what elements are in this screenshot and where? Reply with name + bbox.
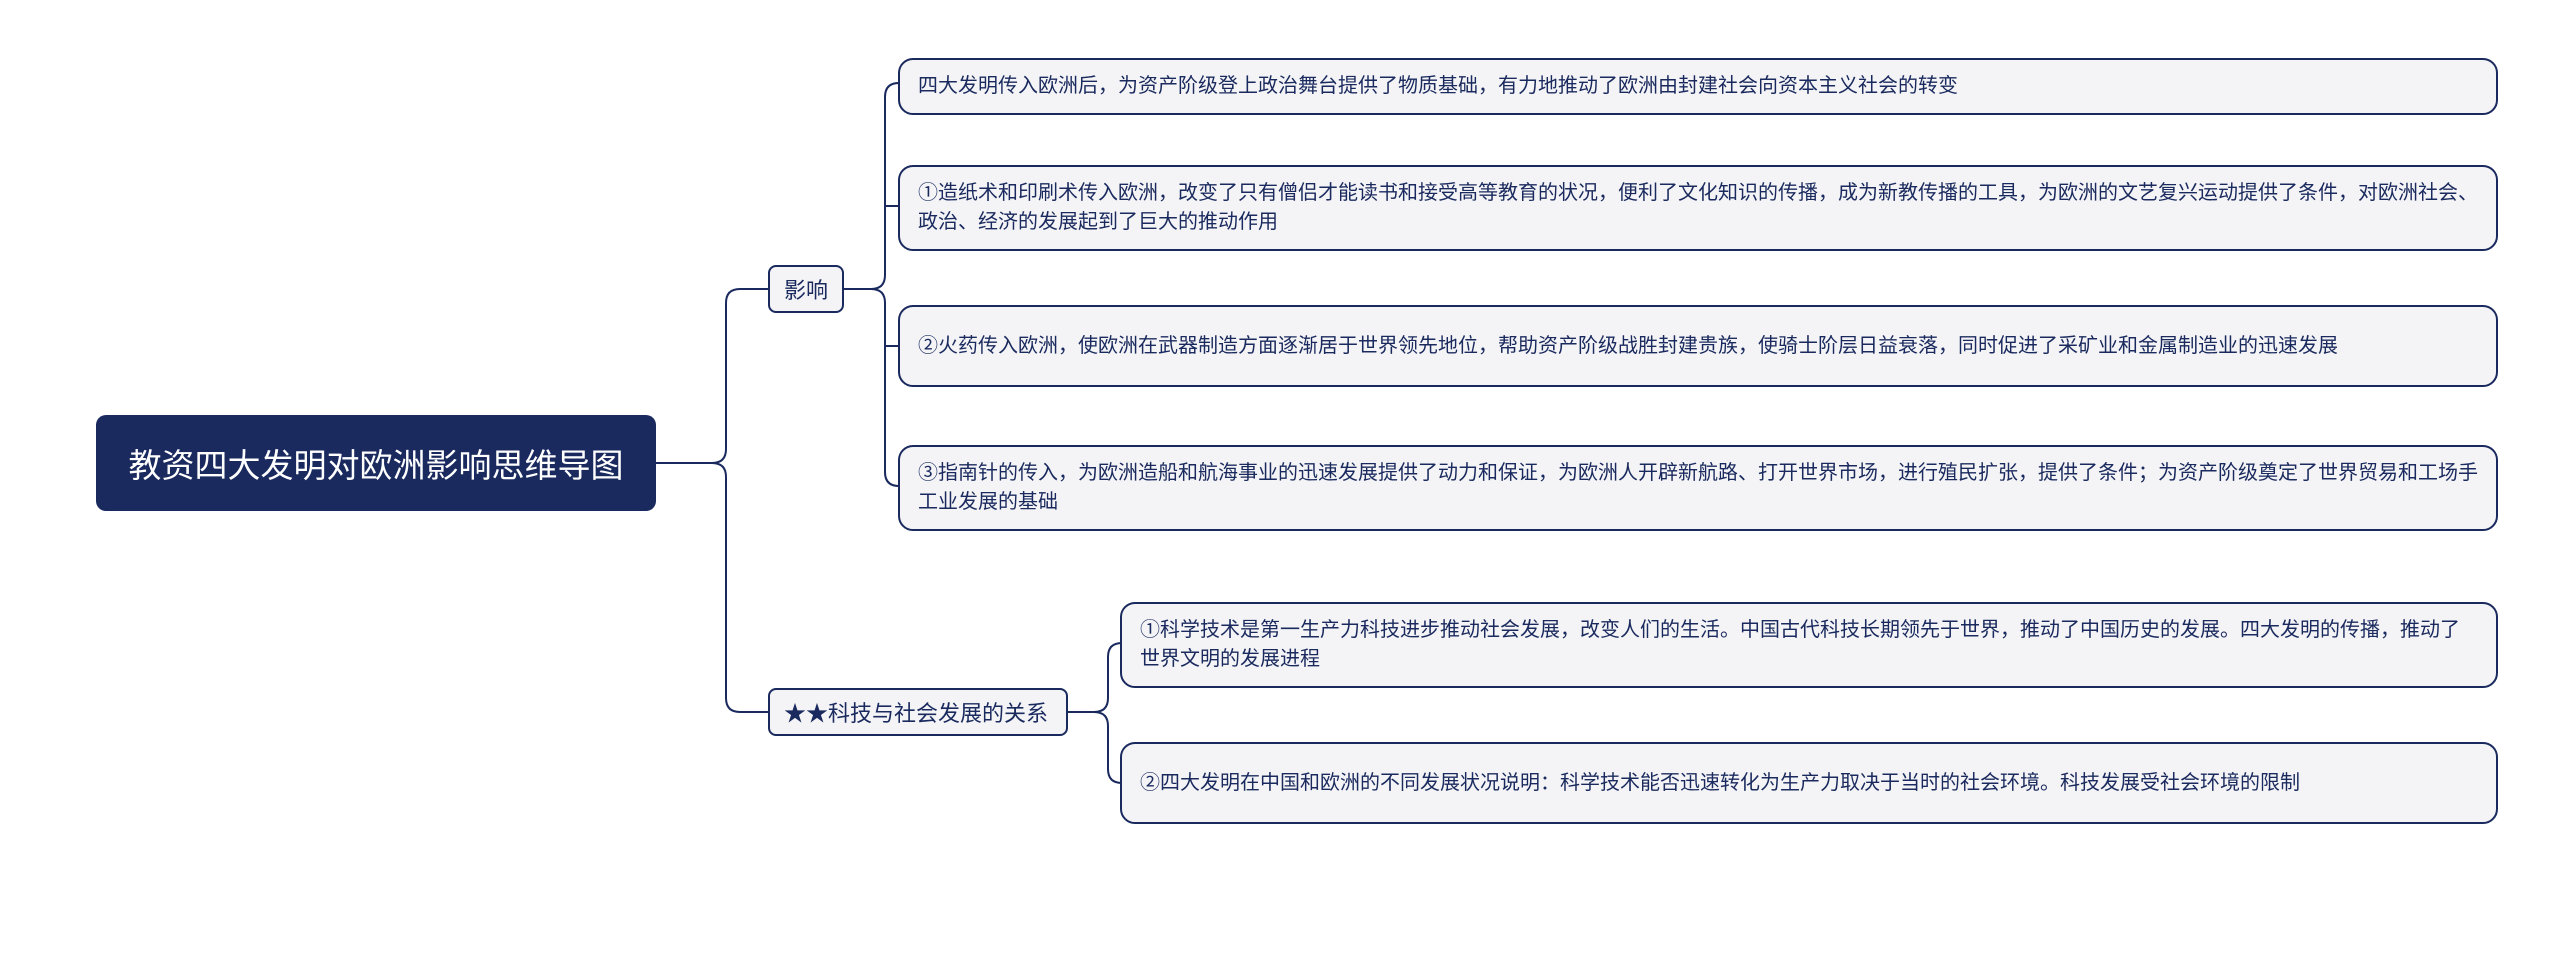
leaf-node: ①科学技术是第一生产力科技进步推动社会发展，改变人们的生活。中国古代科技长期领先… (1120, 602, 2498, 688)
leaf-node: 四大发明传入欧洲后，为资产阶级登上政治舞台提供了物质基础，有力地推动了欧洲由封建… (898, 58, 2498, 115)
leaf-node: ②火药传入欧洲，使欧洲在武器制造方面逐渐居于世界领先地位，帮助资产阶级战胜封建贵… (898, 305, 2498, 387)
root-node: 教资四大发明对欧洲影响思维导图 (96, 415, 656, 511)
leaf-node: ①造纸术和印刷术传入欧洲，改变了只有僧侣才能读书和接受高等教育的状况，便利了文化… (898, 165, 2498, 251)
leaf-node: ②四大发明在中国和欧洲的不同发展状况说明：科学技术能否迅速转化为生产力取决于当时… (1120, 742, 2498, 824)
mindmap-canvas: 教资四大发明对欧洲影响思维导图 影响 四大发明传入欧洲后，为资产阶级登上政治舞台提供… (0, 0, 2560, 953)
branch-node: 影响 (768, 265, 844, 313)
branch-node: ★★科技与社会发展的关系 (768, 688, 1068, 736)
leaf-node: ③指南针的传入，为欧洲造船和航海事业的迅速发展提供了动力和保证，为欧洲人开辟新航… (898, 445, 2498, 531)
